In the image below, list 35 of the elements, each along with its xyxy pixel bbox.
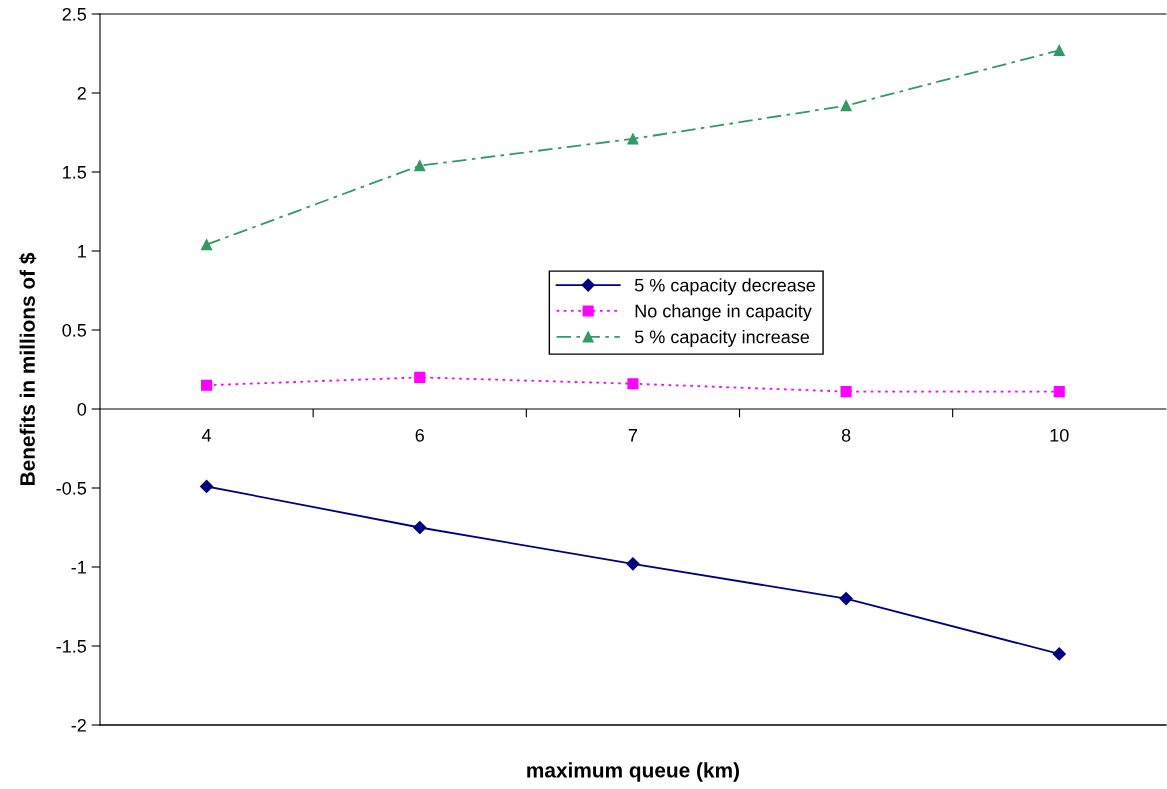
x-tick-label: 6 [415,428,424,442]
point [840,100,852,112]
point [627,378,639,390]
y-tick-label: -2 [71,718,86,732]
x-axis-title: maximum queue (km) [527,762,739,782]
point [413,520,427,535]
legend-label: 5 % capacity decrease [634,278,816,296]
x-tick-label: 10 [1050,428,1069,442]
y-tick-label: -1.5 [56,640,87,653]
legend-label: No change in capacity [635,304,812,322]
point [626,557,640,571]
point [1053,386,1065,398]
y-tick-label: 2 [77,86,86,100]
y-tick-label: 0.5 [62,323,87,337]
point [627,133,639,145]
legend-label: 5 % capacity increase [634,330,810,347]
point [1052,647,1066,661]
point [201,379,213,391]
point [414,371,426,383]
point [839,592,853,606]
x-tick-label: 4 [201,429,212,442]
point [840,386,852,398]
x-tick-label: 7 [628,429,638,442]
y-tick-label: 1 [78,245,86,258]
point [414,160,426,172]
x-tick-label: 8 [841,428,851,442]
y-tick-label: 0 [77,402,87,416]
y-tick-label: -0.5 [56,481,87,495]
point [1053,44,1065,56]
y-tick-label: -1 [71,561,86,574]
point [201,239,213,251]
point [199,479,214,494]
y-tick-label: 2.5 [62,7,87,21]
y-tick-label: 1.5 [63,166,87,179]
y-axis-title: Benefits in millions of $ [19,252,37,486]
